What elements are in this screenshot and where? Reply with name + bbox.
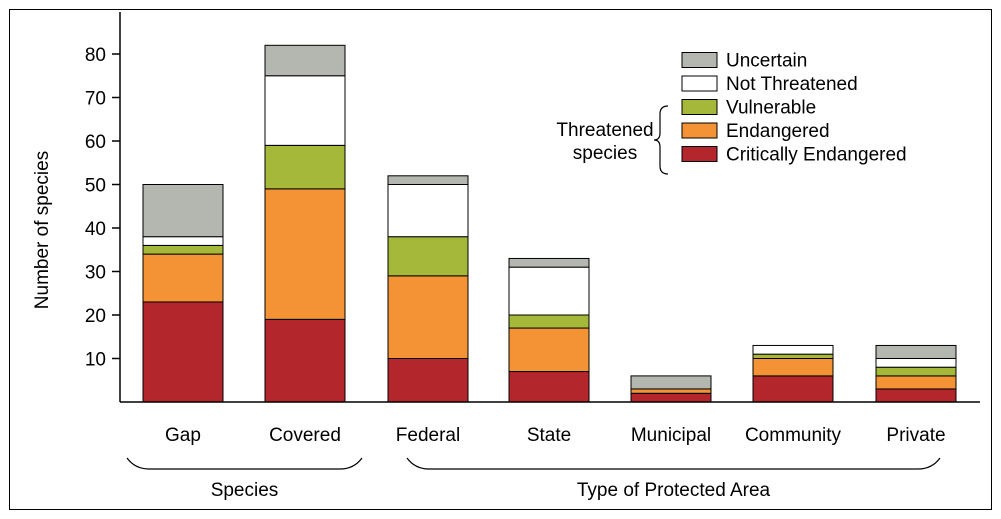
bar-private-vulnerable <box>875 366 957 377</box>
bar-gap-uncertain <box>142 184 224 238</box>
y-tick-label: 10 <box>85 350 106 371</box>
legend-label-vulnerable: Vulnerable <box>726 98 816 119</box>
legend-swatch-uncertain <box>681 52 718 68</box>
y-axis-label: Number of species <box>32 151 53 309</box>
x-tick-label-state: State <box>527 425 571 446</box>
legend-swatch-critically-endangered <box>681 146 718 162</box>
bar-covered-uncertain <box>264 44 346 77</box>
bar-gap-endangered <box>142 253 224 303</box>
bar-private-endangered <box>875 375 957 390</box>
bar-state-critically-endangered <box>508 371 590 403</box>
bar-covered-vulnerable <box>264 144 346 190</box>
bar-community-endangered <box>752 358 834 377</box>
bar-federal-vulnerable <box>387 236 469 277</box>
legend-swatch-endangered <box>681 122 718 139</box>
y-tick-label: 20 <box>85 306 106 327</box>
y-tick-label: 50 <box>85 176 106 197</box>
bar-community-not-threatened <box>752 344 834 355</box>
x-tick-label-community: Community <box>745 425 842 446</box>
bar-covered-endangered <box>264 188 346 320</box>
bar-covered-critically-endangered <box>264 318 346 403</box>
bar-covered-not-threatened <box>264 75 346 146</box>
bar-private-critically-endangered <box>875 388 957 403</box>
threatened-species-label: Threatened species <box>556 120 653 164</box>
legend-label-endangered: Endangered <box>726 121 830 142</box>
legend-label-not-threatened: Not Threatened <box>726 74 858 95</box>
bar-federal-uncertain <box>387 175 469 186</box>
y-tick-label: 80 <box>85 45 106 66</box>
bar-federal-endangered <box>387 275 469 360</box>
y-tick-label: 70 <box>85 89 106 110</box>
bar-federal-critically-endangered <box>387 358 469 403</box>
bar-state-not-threatened <box>508 266 590 316</box>
x-tick-label-private: Private <box>886 425 945 446</box>
bar-municipal-critically-endangered <box>630 392 712 403</box>
bar-municipal-uncertain <box>630 375 712 390</box>
y-tick-label: 60 <box>85 132 106 153</box>
legend-swatch-vulnerable <box>681 99 718 115</box>
bar-private-not-threatened <box>875 358 957 368</box>
group-label-species: Species <box>211 480 279 501</box>
x-tick-label-gap: Gap <box>165 425 201 446</box>
bar-gap-vulnerable <box>142 244 224 255</box>
y-tick-label: 40 <box>85 219 106 240</box>
x-tick-label-municipal: Municipal <box>631 425 711 446</box>
legend-label-uncertain: Uncertain <box>726 51 807 72</box>
group-bracket-type-of-protected-area <box>406 457 941 470</box>
bar-private-uncertain <box>875 344 957 360</box>
legend-label-critically-endangered: Critically Endangered <box>726 145 907 166</box>
bar-community-vulnerable <box>752 353 834 359</box>
bar-municipal-endangered <box>630 388 712 394</box>
group-label-type-of-protected-area: Type of Protected Area <box>577 480 771 501</box>
bar-community-critically-endangered <box>752 375 834 403</box>
bar-gap-critically-endangered <box>142 301 224 403</box>
y-tick-label: 30 <box>85 263 106 284</box>
group-bracket-species <box>126 457 363 470</box>
threatened-brace <box>653 105 669 175</box>
bar-state-uncertain <box>508 257 590 268</box>
bar-state-vulnerable <box>508 314 590 329</box>
bar-state-endangered <box>508 327 590 373</box>
bar-federal-not-threatened <box>387 184 469 238</box>
legend-swatch-not-threatened <box>681 75 718 92</box>
x-tick-label-covered: Covered <box>269 425 341 446</box>
bar-gap-not-threatened <box>142 236 224 246</box>
x-tick-label-federal: Federal <box>396 425 460 446</box>
